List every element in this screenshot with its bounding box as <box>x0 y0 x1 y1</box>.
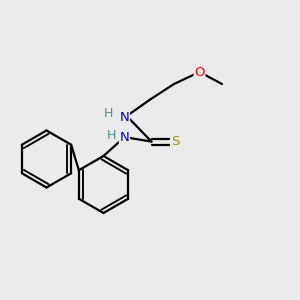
Text: N: N <box>120 130 129 144</box>
Text: H: H <box>104 106 114 120</box>
Text: O: O <box>194 65 205 79</box>
Text: N: N <box>120 111 129 124</box>
Text: S: S <box>171 135 179 148</box>
Text: H: H <box>106 129 116 142</box>
